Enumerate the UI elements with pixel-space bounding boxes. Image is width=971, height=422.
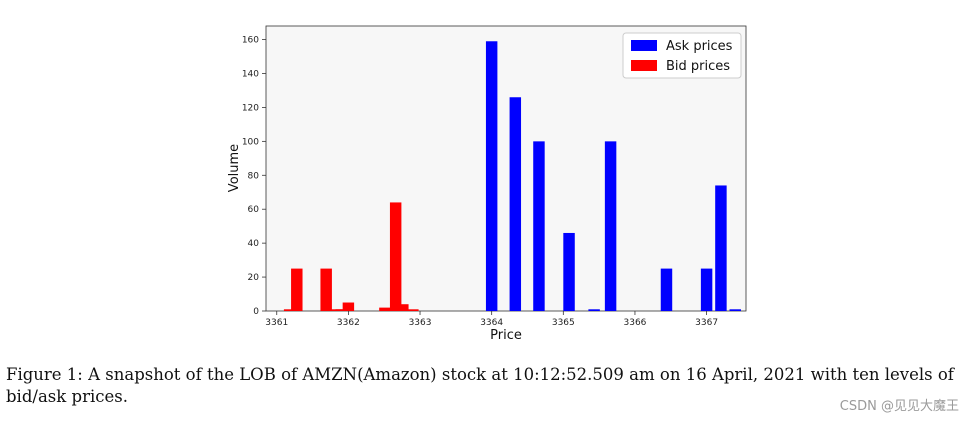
bid-bar-4	[342, 302, 355, 311]
y-ticks: 0 20 40 60 80 100 120 140 160	[242, 36, 266, 317]
legend-label-bid: Bid prices	[666, 59, 730, 74]
x-tick-label-4: 3365	[552, 318, 575, 328]
bid-bar-0	[291, 268, 303, 311]
ask-bar-4	[588, 309, 600, 311]
y-tick-label-4: 80	[248, 171, 260, 181]
ask-bar-6	[660, 268, 673, 311]
x-tick-label-1: 3362	[337, 318, 360, 328]
bid-bar-5	[379, 307, 391, 311]
legend: Ask prices Bid prices	[622, 32, 742, 79]
ask-bar-5	[604, 141, 617, 311]
x-tick-label-5: 3366	[624, 318, 647, 328]
y-tick-label-6: 120	[242, 103, 259, 113]
x-tick-label-3: 3364	[480, 318, 503, 328]
x-ticks: 3361 3362 3363 3364 3365 3366 3367	[265, 311, 718, 328]
legend-swatch-bid	[631, 60, 657, 71]
bid-bar-1	[283, 309, 296, 311]
bid-bar-8	[407, 309, 419, 311]
y-tick-label-7: 140	[242, 70, 259, 80]
x-tick-label-6: 3367	[695, 318, 718, 328]
bid-bar-7	[397, 304, 409, 311]
ask-bar-2	[533, 141, 545, 311]
ask-bar-1	[509, 97, 522, 311]
y-tick-label-0: 0	[253, 307, 259, 317]
figure-caption: Figure 1: A snapshot of the LOB of AMZN(…	[6, 365, 954, 406]
y-tick-label-8: 160	[242, 36, 259, 46]
bid-bar-9	[335, 309, 347, 311]
bid-bar-6	[389, 202, 402, 311]
ask-bar-8	[715, 185, 727, 311]
x-tick-label-2: 3363	[409, 318, 432, 328]
ask-bar-3	[563, 232, 575, 311]
ask-bar-0	[485, 41, 498, 312]
x-tick-label-0: 3361	[265, 318, 288, 328]
legend-swatch-ask	[631, 40, 657, 51]
watermark: CSDN @见见大魔王	[839, 399, 959, 414]
y-axis-label: Volume	[227, 144, 242, 192]
legend-label-ask: Ask prices	[666, 39, 733, 54]
y-tick-label-2: 40	[248, 239, 260, 249]
bars-group	[283, 41, 741, 312]
y-tick-label-1: 20	[248, 273, 260, 283]
y-tick-label-3: 60	[248, 205, 260, 215]
x-axis-label: Price	[490, 328, 522, 343]
y-tick-label-5: 100	[242, 137, 259, 147]
ask-bar-7	[700, 268, 713, 311]
ask-bar-9	[729, 309, 741, 311]
bid-bar-2	[320, 268, 332, 311]
